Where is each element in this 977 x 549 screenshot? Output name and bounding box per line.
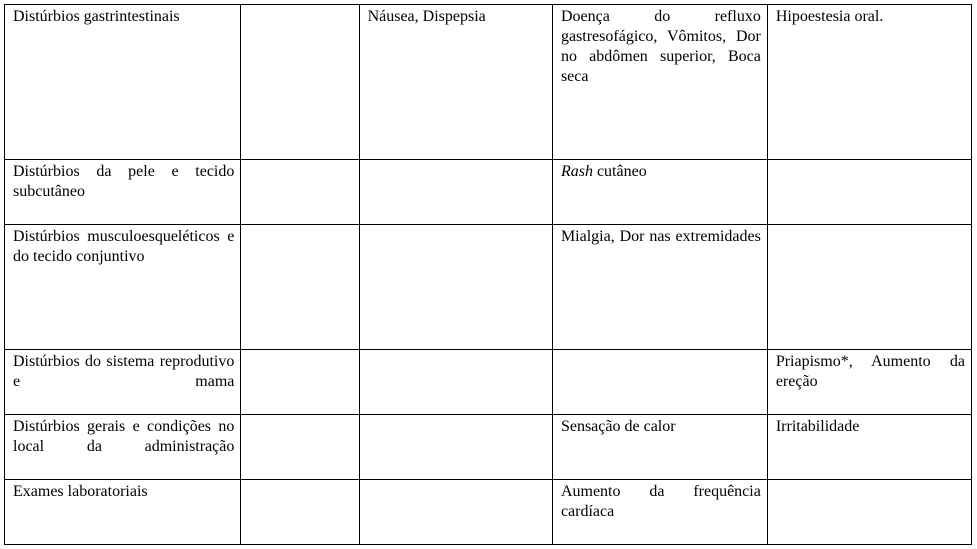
cell-col3 (359, 225, 552, 350)
cell-system-organ-class: Distúrbios do sistema reprodutivo e mama (5, 350, 241, 415)
cell-col2 (241, 415, 359, 480)
cell-col5 (767, 225, 971, 350)
cell-col5: Irritabilidade (767, 415, 971, 480)
cell-system-organ-class: Exames laboratoriais (5, 480, 241, 545)
cell-system-organ-class: Distúrbios gerais e condições no local d… (5, 415, 241, 480)
cell-col2 (241, 5, 359, 160)
cell-col5 (767, 480, 971, 545)
italic-text: Rash (561, 163, 593, 180)
cell-col2 (241, 480, 359, 545)
adverse-effects-table: Distúrbios gastrintestinais Náusea, Disp… (4, 4, 972, 545)
text: cutâneo (593, 163, 647, 180)
cell-col4: Doença do refluxo gastresofágico, Vômito… (552, 5, 767, 160)
cell-col3: Náusea, Dispepsia (359, 5, 552, 160)
cell-col4: Aumento da frequência cardíaca (552, 480, 767, 545)
cell-col5: Priapismo*, Aumento da ereção (767, 350, 971, 415)
cell-col5: Hipoestesia oral. (767, 5, 971, 160)
cell-col5 (767, 160, 971, 225)
cell-col3 (359, 350, 552, 415)
cell-col4: Sensação de calor (552, 415, 767, 480)
cell-col4 (552, 350, 767, 415)
cell-col2 (241, 350, 359, 415)
table-row: Distúrbios gerais e condições no local d… (5, 415, 972, 480)
cell-col3 (359, 480, 552, 545)
cell-col2 (241, 225, 359, 350)
cell-system-organ-class: Distúrbios gastrintestinais (5, 5, 241, 160)
table-row: Distúrbios gastrintestinais Náusea, Disp… (5, 5, 972, 160)
cell-col2 (241, 160, 359, 225)
cell-col3 (359, 160, 552, 225)
cell-col4: Rash cutâneo (552, 160, 767, 225)
cell-col4: Mialgia, Dor nas extremidades (552, 225, 767, 350)
table-row: Distúrbios da pele e tecido subcutâneo R… (5, 160, 972, 225)
cell-col3 (359, 415, 552, 480)
table-row: Distúrbios musculoesqueléticos e do teci… (5, 225, 972, 350)
cell-system-organ-class: Distúrbios da pele e tecido subcutâneo (5, 160, 241, 225)
table-row: Distúrbios do sistema reprodutivo e mama… (5, 350, 972, 415)
table-row: Exames laboratoriais Aumento da frequênc… (5, 480, 972, 545)
cell-system-organ-class: Distúrbios musculoesqueléticos e do teci… (5, 225, 241, 350)
